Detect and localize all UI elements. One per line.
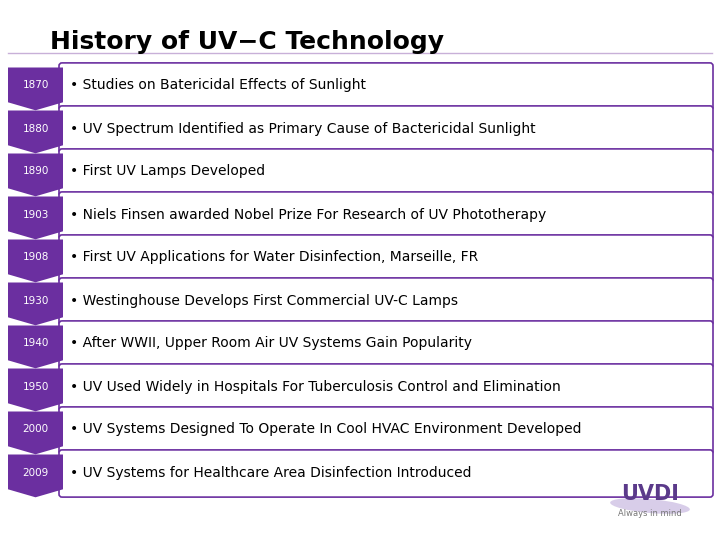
Polygon shape bbox=[8, 282, 63, 325]
Text: Always in mind: Always in mind bbox=[618, 510, 682, 518]
Text: 2009: 2009 bbox=[22, 468, 49, 477]
Text: • UV Systems Designed To Operate In Cool HVAC Environment Developed: • UV Systems Designed To Operate In Cool… bbox=[70, 422, 582, 436]
Text: • UV Systems for Healthcare Area Disinfection Introduced: • UV Systems for Healthcare Area Disinfe… bbox=[70, 465, 472, 480]
Text: 1908: 1908 bbox=[22, 253, 49, 262]
Text: • After WWII, Upper Room Air UV Systems Gain Popularity: • After WWII, Upper Room Air UV Systems … bbox=[70, 336, 472, 350]
Text: 1950: 1950 bbox=[22, 381, 49, 391]
Polygon shape bbox=[8, 326, 63, 368]
Polygon shape bbox=[8, 111, 63, 153]
FancyBboxPatch shape bbox=[59, 192, 713, 239]
Text: UVDI: UVDI bbox=[621, 484, 679, 504]
FancyBboxPatch shape bbox=[59, 149, 713, 196]
Text: • UV Used Widely in Hospitals For Tuberculosis Control and Elimination: • UV Used Widely in Hospitals For Tuberc… bbox=[70, 380, 561, 394]
Text: History of UV−C Technology: History of UV−C Technology bbox=[50, 30, 444, 54]
FancyBboxPatch shape bbox=[59, 364, 713, 411]
Text: 2000: 2000 bbox=[22, 424, 48, 435]
Polygon shape bbox=[8, 197, 63, 239]
Text: • Westinghouse Develops First Commercial UV-C Lamps: • Westinghouse Develops First Commercial… bbox=[70, 294, 458, 307]
Polygon shape bbox=[8, 240, 63, 282]
Text: • Studies on Batericidal Effects of Sunlight: • Studies on Batericidal Effects of Sunl… bbox=[70, 78, 366, 92]
Polygon shape bbox=[8, 411, 63, 454]
Polygon shape bbox=[8, 455, 63, 497]
Text: 1903: 1903 bbox=[22, 210, 49, 219]
Text: 1890: 1890 bbox=[22, 166, 49, 177]
FancyBboxPatch shape bbox=[59, 278, 713, 325]
Text: • First UV Lamps Developed: • First UV Lamps Developed bbox=[70, 165, 265, 179]
Text: 1880: 1880 bbox=[22, 124, 49, 133]
FancyBboxPatch shape bbox=[59, 106, 713, 153]
Ellipse shape bbox=[610, 498, 690, 514]
FancyBboxPatch shape bbox=[59, 407, 713, 454]
Text: • UV Spectrum Identified as Primary Cause of Bactericidal Sunlight: • UV Spectrum Identified as Primary Caus… bbox=[70, 122, 536, 136]
Polygon shape bbox=[8, 68, 63, 110]
Polygon shape bbox=[8, 153, 63, 197]
FancyBboxPatch shape bbox=[59, 63, 713, 110]
FancyBboxPatch shape bbox=[59, 235, 713, 282]
Text: • Niels Finsen awarded Nobel Prize For Research of UV Phototherapy: • Niels Finsen awarded Nobel Prize For R… bbox=[70, 207, 546, 221]
Text: 1930: 1930 bbox=[22, 295, 49, 306]
Polygon shape bbox=[8, 368, 63, 411]
FancyBboxPatch shape bbox=[59, 450, 713, 497]
Text: 1940: 1940 bbox=[22, 339, 49, 348]
FancyBboxPatch shape bbox=[59, 321, 713, 368]
Text: • First UV Applications for Water Disinfection, Marseille, FR: • First UV Applications for Water Disinf… bbox=[70, 251, 478, 265]
Text: 1870: 1870 bbox=[22, 80, 49, 91]
